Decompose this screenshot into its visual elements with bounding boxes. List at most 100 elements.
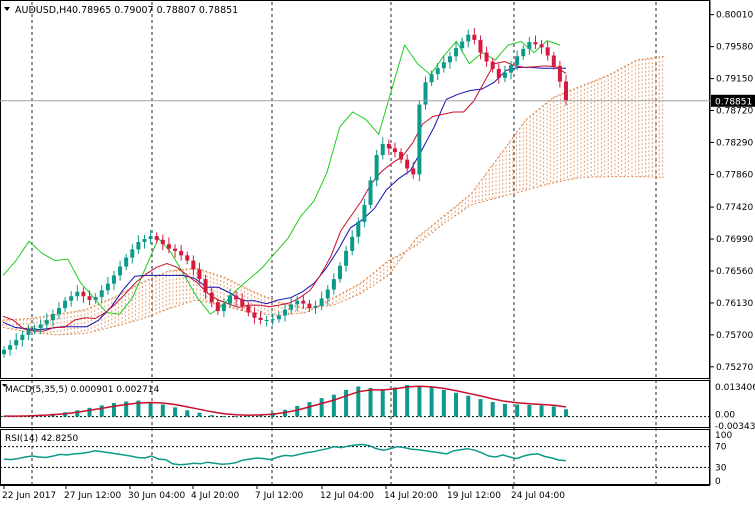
- slow-ma-line: [2, 66, 566, 331]
- candle-body: [197, 269, 202, 280]
- candle-body: [289, 304, 294, 310]
- rsi-panel-frame: [0, 429, 710, 485]
- candle-body: [93, 296, 98, 300]
- price-tick-label: 0.80010: [716, 11, 753, 21]
- candle-body: [374, 155, 379, 181]
- macd-histogram-bar: [111, 402, 116, 417]
- candle-body: [252, 312, 257, 318]
- macd-tick-label: 0.00: [715, 411, 735, 421]
- candle-body: [447, 56, 452, 63]
- price-tick-label: 0.78720: [716, 107, 753, 117]
- macd-histogram-bar: [160, 404, 165, 417]
- time-tick-label: 19 Jul 12:00: [447, 491, 501, 501]
- candle-body: [435, 68, 440, 75]
- candle-body: [478, 39, 483, 53]
- price-tick-label: 0.77420: [716, 203, 753, 213]
- candle-body: [331, 279, 336, 290]
- candle-body: [81, 291, 86, 297]
- macd-histogram-bar: [295, 405, 300, 417]
- macd-histogram-bar: [307, 402, 312, 417]
- time-tick-label: 22 Jun 2017: [2, 491, 56, 501]
- macd-histogram-bar: [173, 407, 178, 417]
- macd-histogram-bar: [148, 402, 153, 417]
- symbol-label: AUDUSD,H4: [15, 5, 72, 16]
- candle-body: [490, 61, 495, 69]
- candle-body: [124, 257, 129, 267]
- candle-body: [142, 239, 147, 242]
- candle-body: [8, 345, 13, 350]
- macd-histogram-bar: [124, 401, 129, 417]
- price-tick-label: 0.78290: [716, 138, 753, 148]
- macd-dropdown-icon[interactable]: [2, 384, 7, 387]
- rsi-tick-label: 100: [715, 431, 732, 441]
- candle-body: [533, 42, 538, 45]
- macd-histogram-bar: [344, 389, 349, 417]
- macd-histogram-bar: [392, 387, 397, 417]
- candle-body: [32, 328, 37, 331]
- cloud-senkou-a: [2, 55, 665, 321]
- candle-body: [148, 236, 153, 240]
- macd-histogram-bar: [87, 407, 92, 417]
- candle-body: [344, 250, 349, 266]
- candle-body: [423, 82, 428, 105]
- candle-body: [295, 300, 300, 305]
- lagging-span: [2, 40, 561, 315]
- candle-body: [399, 152, 404, 160]
- rsi-label: RSI(14) 42.8250: [5, 434, 78, 444]
- candle-body: [44, 320, 49, 325]
- macd-histogram-bar: [380, 390, 385, 417]
- rsi-tick-label: 0: [715, 477, 721, 487]
- candle-body: [307, 303, 312, 309]
- lagging-span-line: [2, 40, 561, 315]
- candle-body: [380, 143, 385, 156]
- macd-histogram-bar: [527, 404, 532, 417]
- candle-body: [411, 168, 416, 175]
- candle-body: [472, 34, 477, 40]
- macd-histogram-bar: [564, 409, 568, 417]
- candle-body: [26, 330, 31, 335]
- candle-body: [515, 56, 520, 66]
- candle-body: [209, 292, 214, 303]
- candle-body: [337, 265, 342, 280]
- candle-body: [270, 319, 275, 321]
- candle-body: [539, 44, 544, 48]
- candle-body: [509, 65, 514, 73]
- candle-body: [521, 48, 526, 57]
- candle-body: [87, 296, 92, 300]
- candle-body: [454, 48, 459, 57]
- macd-histogram-bar: [454, 392, 459, 417]
- candle-body: [356, 221, 361, 237]
- macd-histogram-bar: [466, 395, 471, 417]
- macd-histogram-bar: [221, 416, 226, 418]
- candle-body: [527, 42, 532, 49]
- candle-body: [38, 324, 43, 329]
- macd-histogram-bar: [490, 402, 495, 417]
- macd-histogram-bar: [331, 394, 336, 417]
- symbol-dropdown-icon[interactable]: [4, 7, 10, 11]
- candle-body: [313, 305, 318, 309]
- rsi-tick-label: 70: [715, 443, 727, 453]
- macd-histogram-bar: [75, 410, 80, 417]
- macd-histogram-bar: [209, 415, 214, 417]
- price-tick-label: 0.76990: [716, 235, 753, 245]
- macd-histogram-bar: [539, 405, 544, 417]
- macd-histogram-bar: [417, 385, 422, 417]
- candle-body: [173, 248, 178, 251]
- candle-body: [466, 34, 471, 42]
- candle-body: [258, 317, 263, 320]
- price-tick-label: 0.75700: [716, 331, 753, 341]
- macd-histogram-bar: [185, 410, 190, 417]
- price-tick-label: 0.77860: [716, 170, 753, 180]
- candle-body: [215, 302, 220, 312]
- price-tick-label: 0.75270: [716, 363, 753, 373]
- candle-body: [368, 180, 373, 205]
- moving-averages: [2, 60, 567, 332]
- cloud-senkou-b: [2, 176, 665, 336]
- candle-body: [362, 204, 367, 222]
- macd-histogram-bar: [502, 403, 507, 417]
- macd-histogram-bar: [368, 387, 373, 417]
- candle-body: [191, 260, 196, 270]
- price-tick-label: 0.79580: [716, 43, 753, 53]
- macd-tick-label: 0.013406: [715, 383, 755, 393]
